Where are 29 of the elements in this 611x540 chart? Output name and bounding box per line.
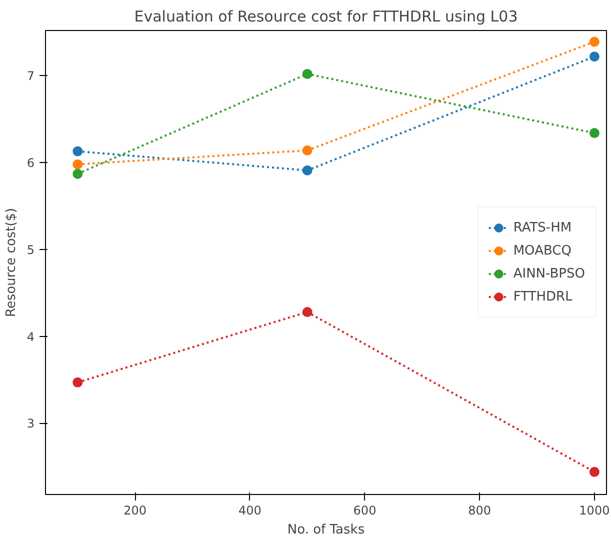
- x-tick-label: 200: [124, 504, 147, 518]
- legend-label: AINN-BPSO: [513, 266, 585, 281]
- x-tick-label: 1000: [579, 504, 610, 518]
- point: [72, 377, 83, 388]
- point: [72, 146, 83, 156]
- y-tick-label: 7: [26, 69, 35, 84]
- y-tick-label: 5: [26, 242, 35, 257]
- x-tick-label: 600: [353, 504, 376, 518]
- y-axis-title: Resource cost($): [4, 208, 19, 318]
- point: [589, 128, 600, 138]
- point: [589, 52, 600, 62]
- point: [302, 68, 312, 79]
- y-tick-label: 4: [26, 330, 35, 344]
- y-tick-label: 3: [26, 416, 35, 431]
- point: [302, 165, 312, 176]
- point: [72, 159, 83, 170]
- chart-title: Evaluation of Resource cost for FTTHDRL using L03: [134, 8, 518, 26]
- y-tick-label: 6: [26, 156, 35, 170]
- point: [302, 307, 312, 318]
- x-axis-title: No. of Tasks: [287, 522, 365, 538]
- point: [589, 36, 600, 47]
- legend-label: RATS-HM: [513, 220, 572, 235]
- x-tick-label: 400: [238, 504, 262, 518]
- point: [72, 168, 83, 179]
- x-tick-label: 800: [468, 504, 492, 518]
- point: [589, 466, 600, 477]
- point: [302, 145, 312, 156]
- legend-label: MOABCQ: [513, 243, 572, 258]
- legend-label: FTTHDRL: [513, 289, 572, 304]
